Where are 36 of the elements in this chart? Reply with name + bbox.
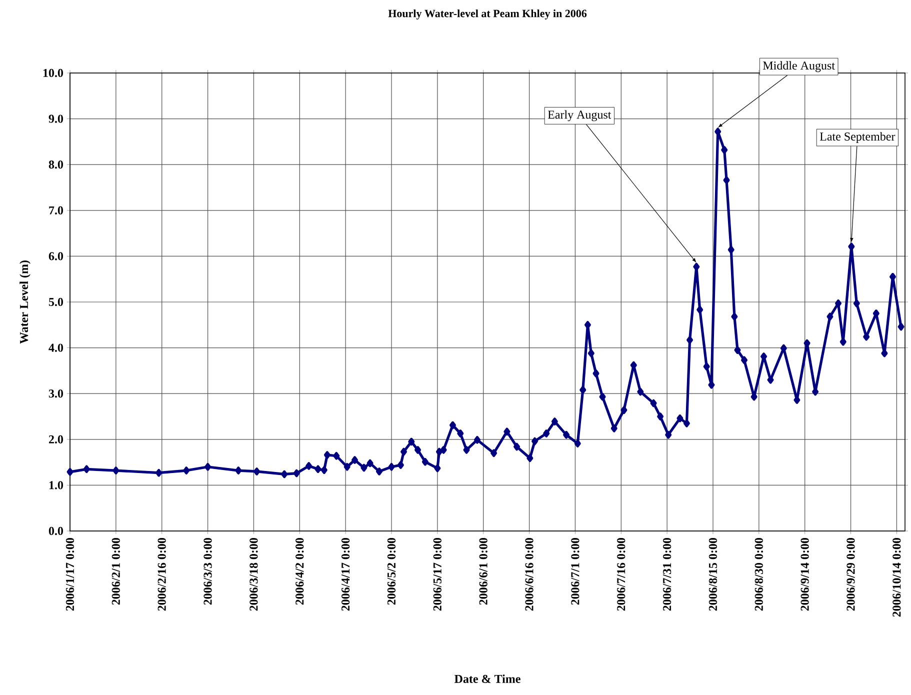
x-tick-label: 2006/8/30 0:00 xyxy=(754,538,763,611)
x-tick-label: 2006/2/1 0:00 xyxy=(112,538,120,605)
x-tick-label: 2006/9/29 0:00 xyxy=(846,538,855,611)
chart-title: Hourly Water-level at Peam Khley in 2006 xyxy=(388,9,587,20)
x-tick-label: 2006/5/17 0:00 xyxy=(433,538,442,611)
x-tick-label: 2006/7/16 0:00 xyxy=(617,538,626,611)
x-tick-label: 2006/7/31 0:00 xyxy=(662,538,672,611)
y-tick-label: 2.0 xyxy=(48,435,64,444)
y-tick-label: 1.0 xyxy=(49,481,64,490)
annotation: Early August xyxy=(548,110,612,122)
y-tick-label: 4.0 xyxy=(48,344,64,352)
annotation: Middle August xyxy=(763,61,835,72)
y-tick-label: 7.0 xyxy=(49,206,64,214)
x-tick-label: 2006/10/14 0:00 xyxy=(892,538,901,617)
x-tick-label: 2006/3/18 0:00 xyxy=(250,538,258,611)
x-tick-label: 2006/6/16 0:00 xyxy=(525,538,534,611)
y-tick-label: 5.0 xyxy=(48,298,64,306)
x-axis-title: Date & Time xyxy=(454,674,520,683)
x-tick-label: 2006/9/14 0:00 xyxy=(800,538,809,611)
x-tick-label: 2006/8/15 0:00 xyxy=(708,538,718,611)
annotation: Late September xyxy=(820,132,896,144)
y-tick-label: 9.0 xyxy=(48,114,64,123)
x-tick-label: 2006/4/17 0:00 xyxy=(341,538,350,611)
y-axis-title: Water Level (m) xyxy=(20,260,30,344)
x-tick-label: 2006/1/17 0:00 xyxy=(66,538,74,611)
y-tick-label: 8.0 xyxy=(48,160,64,169)
x-tick-label: 2006/5/2 0:00 xyxy=(387,538,396,605)
x-tick-label: 2006/2/16 0:00 xyxy=(158,538,166,611)
x-tick-label: 2006/4/2 0:00 xyxy=(296,538,304,605)
y-tick-label: 10.0 xyxy=(43,68,64,78)
y-tick-label: 6.0 xyxy=(48,252,64,260)
x-tick-label: 2006/7/1 0:00 xyxy=(571,538,580,605)
y-tick-label: 3.0 xyxy=(48,390,64,398)
x-tick-label: 2006/3/3 0:00 xyxy=(204,538,212,605)
x-tick-label: 2006/6/1 0:00 xyxy=(479,538,488,605)
y-tick-label: 0.0 xyxy=(48,526,64,536)
